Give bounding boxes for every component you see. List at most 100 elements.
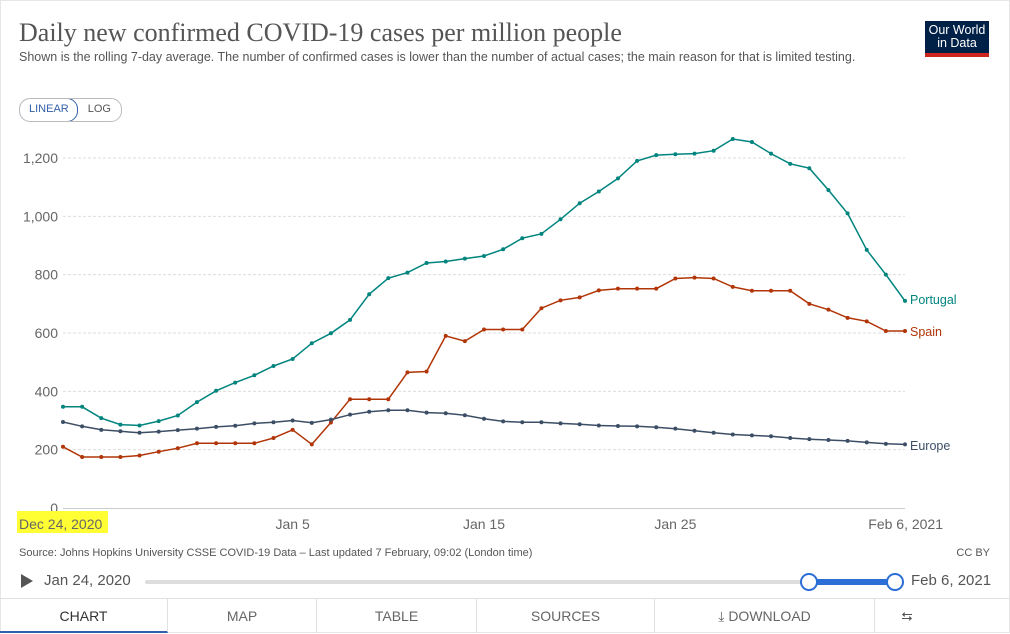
series-europe: [61, 408, 907, 447]
data-point: [596, 423, 601, 428]
data-point: [194, 441, 199, 446]
source-note: Source: Johns Hopkins University CSSE CO…: [19, 547, 533, 559]
data-point: [654, 425, 659, 430]
license-link[interactable]: CC BY: [956, 547, 990, 559]
data-point: [328, 331, 333, 336]
timeline-start-handle[interactable]: [799, 573, 818, 591]
data-point: [137, 430, 142, 435]
data-point: [233, 423, 238, 428]
timeline-selection: [808, 579, 895, 585]
data-point: [520, 236, 525, 241]
data-point: [252, 421, 257, 426]
data-point: [807, 301, 812, 306]
data-point: [826, 188, 831, 193]
timeline-end-label: Feb 6, 2021: [911, 572, 992, 589]
data-point: [80, 454, 85, 459]
x-tick-label: Jan 5: [276, 516, 310, 532]
scale-toggle: LINEAR LOG: [19, 98, 122, 122]
chart-title: Daily new confirmed COVID-19 cases per m…: [19, 18, 622, 47]
owid-logo[interactable]: Our World in Data: [925, 21, 989, 57]
series-portugal: [61, 137, 907, 428]
data-point: [271, 436, 276, 440]
data-point: [769, 434, 774, 439]
data-point: [80, 404, 85, 409]
data-point: [348, 412, 353, 417]
data-point: [749, 139, 754, 144]
data-point: [175, 413, 180, 418]
x-tick-label: Dec 24, 2020: [19, 516, 102, 532]
data-point: [903, 442, 907, 447]
log-scale-button[interactable]: LOG: [87, 103, 111, 115]
data-point: [443, 259, 448, 264]
data-point: [577, 422, 582, 427]
y-tick-label: 1,200: [23, 150, 58, 166]
y-tick-label: 600: [35, 325, 59, 341]
share-icon[interactable]: ⮀: [901, 608, 913, 624]
play-icon[interactable]: [21, 574, 33, 588]
tab-map[interactable]: MAP: [168, 599, 317, 633]
series-line: [63, 138, 906, 427]
data-point: [539, 306, 544, 311]
data-point: [711, 276, 716, 281]
series-spain: [61, 275, 907, 459]
data-point: [539, 420, 544, 425]
tab-table[interactable]: TABLE: [317, 599, 477, 633]
data-point: [788, 161, 793, 166]
data-point: [405, 408, 410, 413]
data-point: [883, 441, 888, 446]
tab-sources[interactable]: SOURCES: [477, 599, 655, 633]
data-point: [635, 158, 640, 163]
data-point: [424, 261, 429, 265]
tab-chart[interactable]: CHART: [0, 599, 168, 633]
data-point: [252, 441, 257, 446]
data-point: [61, 404, 65, 409]
data-point: [328, 417, 333, 422]
data-point: [845, 315, 850, 320]
data-point: [807, 166, 812, 171]
data-point: [61, 444, 65, 449]
data-point: [769, 288, 774, 293]
data-point: [233, 380, 238, 385]
series-line: [62, 276, 905, 458]
data-point: [673, 276, 678, 281]
timeline-start-label: Jan 24, 2020: [44, 572, 131, 589]
data-point: [137, 423, 142, 428]
series-label: Spain: [910, 325, 942, 339]
data-point: [539, 231, 544, 236]
data-point: [788, 288, 793, 293]
data-point: [826, 307, 831, 312]
data-point: [443, 411, 448, 416]
timeline-end-handle[interactable]: [886, 573, 904, 591]
data-point: [654, 153, 659, 158]
data-point: [367, 409, 372, 414]
data-point: [482, 416, 486, 421]
data-point: [462, 256, 467, 261]
data-point: [290, 418, 295, 423]
data-point: [424, 410, 429, 415]
data-point: [654, 286, 659, 291]
gridlines: [63, 157, 905, 509]
series-label: Europe: [910, 439, 950, 453]
data-point: [156, 419, 161, 424]
data-point: [194, 400, 199, 405]
series-line: [62, 409, 906, 446]
linear-scale-button[interactable]: LINEAR: [19, 99, 78, 121]
data-point: [118, 422, 123, 427]
data-point: [864, 440, 869, 445]
data-point: [309, 420, 314, 425]
y-tick-label: 800: [35, 267, 59, 283]
data-point: [233, 441, 238, 446]
timeline-track[interactable]: [145, 580, 895, 584]
data-point: [348, 397, 353, 402]
tab-download[interactable]: ⤓ DOWNLOAD: [655, 599, 875, 633]
data-point: [635, 286, 640, 291]
data-point: [883, 272, 888, 277]
y-tick-label: 1,000: [23, 208, 58, 224]
data-point: [769, 151, 774, 156]
data-point: [156, 429, 161, 434]
data-point: [501, 247, 506, 252]
data-point: [462, 413, 467, 418]
y-tick-label: 400: [35, 383, 59, 399]
data-point: [386, 276, 391, 281]
data-point: [577, 295, 582, 300]
